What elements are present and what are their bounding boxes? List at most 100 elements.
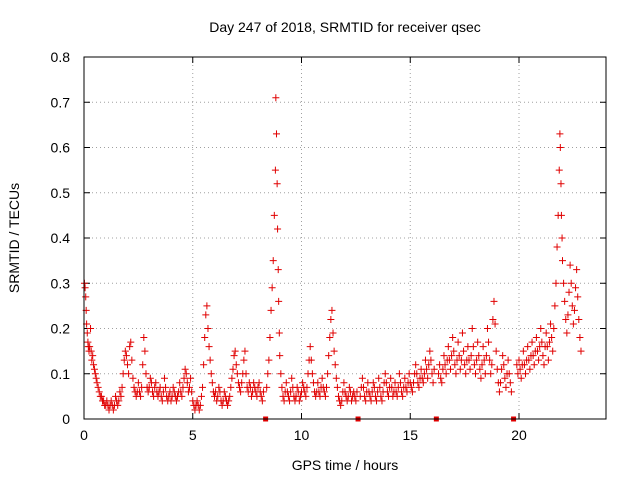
data-point [126, 343, 134, 351]
data-point [506, 379, 514, 387]
data-point [395, 370, 403, 378]
data-point [460, 347, 468, 355]
data-point [359, 383, 367, 391]
data-point [181, 365, 189, 373]
data-point [95, 388, 103, 396]
data-point [569, 320, 577, 328]
data-point [82, 293, 90, 301]
data-point [442, 370, 450, 378]
data-point [444, 343, 452, 351]
data-point [539, 352, 547, 360]
data-point [187, 374, 195, 382]
data-point [323, 383, 331, 391]
data-point [483, 325, 491, 332]
data-point [345, 383, 353, 391]
data-point [438, 379, 446, 387]
data-point [257, 392, 265, 400]
data-point [276, 352, 284, 360]
data-point [142, 370, 150, 378]
data-point [449, 334, 457, 342]
data-point [169, 383, 177, 391]
data-point [375, 374, 383, 382]
data-point [121, 347, 129, 355]
data-point [529, 352, 537, 360]
data-point [377, 392, 385, 400]
data-point [502, 383, 510, 391]
data-point [97, 392, 105, 400]
data-point [176, 379, 184, 387]
data-point [141, 347, 149, 355]
data-point [92, 374, 100, 382]
data-point [293, 383, 301, 391]
data-point [241, 347, 249, 355]
data-point [426, 347, 434, 355]
data-point [332, 374, 340, 382]
data-point [124, 361, 131, 369]
data-point [450, 347, 458, 355]
data-point [487, 370, 495, 378]
data-point [299, 379, 307, 387]
data-point [381, 370, 389, 378]
data-point [224, 401, 232, 409]
data-point [467, 352, 475, 360]
data-point [302, 392, 310, 400]
data-point [206, 356, 214, 364]
data-point [446, 365, 454, 373]
data-point [382, 379, 390, 387]
data-point [269, 257, 277, 265]
data-point [466, 365, 474, 373]
data-point [478, 361, 486, 369]
data-point [203, 302, 211, 310]
data-point [242, 370, 250, 378]
data-point [468, 325, 476, 332]
data-point [550, 325, 558, 332]
data-point [274, 225, 282, 233]
data-point [238, 379, 246, 387]
x-tick-label: 10 [294, 427, 310, 443]
data-point [118, 383, 126, 391]
data-point [577, 347, 585, 355]
data-point [301, 388, 309, 396]
data-point [271, 166, 279, 174]
data-point [117, 392, 125, 400]
data-point [445, 356, 453, 364]
data-point [328, 306, 336, 314]
data-point [178, 392, 186, 400]
data-point [208, 379, 216, 387]
data-point [504, 356, 512, 364]
data-point [427, 356, 435, 364]
data-point [264, 370, 272, 378]
data-point [159, 388, 167, 396]
data-point [197, 392, 205, 400]
data-point [570, 306, 578, 314]
data-point [557, 180, 565, 188]
data-point [455, 352, 463, 360]
data-point [93, 379, 101, 387]
data-point [567, 279, 575, 287]
data-point [516, 365, 524, 373]
data-point [180, 374, 188, 382]
data-point [415, 383, 423, 391]
data-point [307, 356, 315, 364]
data-point [500, 361, 508, 369]
data-point [474, 338, 482, 346]
data-point [428, 370, 436, 378]
data-point [461, 361, 469, 369]
data-point [470, 361, 478, 369]
data-point [572, 284, 580, 292]
data-point [94, 383, 102, 391]
y-tick-label: 0.1 [51, 366, 71, 382]
data-point [214, 392, 222, 400]
data-point [528, 338, 536, 346]
data-point [90, 361, 98, 369]
data-point [465, 356, 473, 364]
data-point [87, 325, 95, 332]
data-point [456, 365, 464, 373]
data-point [182, 370, 190, 378]
data-point [183, 379, 191, 387]
data-point [490, 297, 498, 305]
data-point [288, 374, 296, 382]
data-point [88, 356, 96, 364]
data-point [568, 302, 576, 310]
data-point [259, 388, 267, 396]
